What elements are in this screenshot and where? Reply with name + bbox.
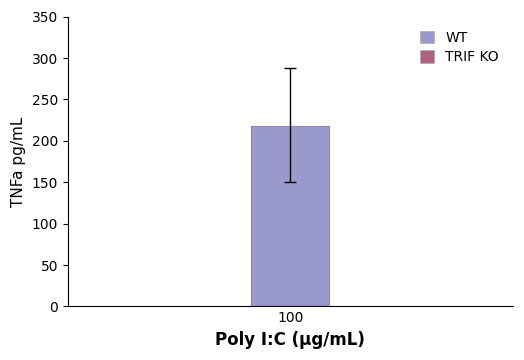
Legend: WT, TRIF KO: WT, TRIF KO [413, 23, 506, 71]
Y-axis label: TNFa pg/mL: TNFa pg/mL [11, 116, 26, 207]
Bar [252, 126, 329, 306]
X-axis label: Poly I:C (µg/mL): Poly I:C (µg/mL) [215, 331, 365, 349]
